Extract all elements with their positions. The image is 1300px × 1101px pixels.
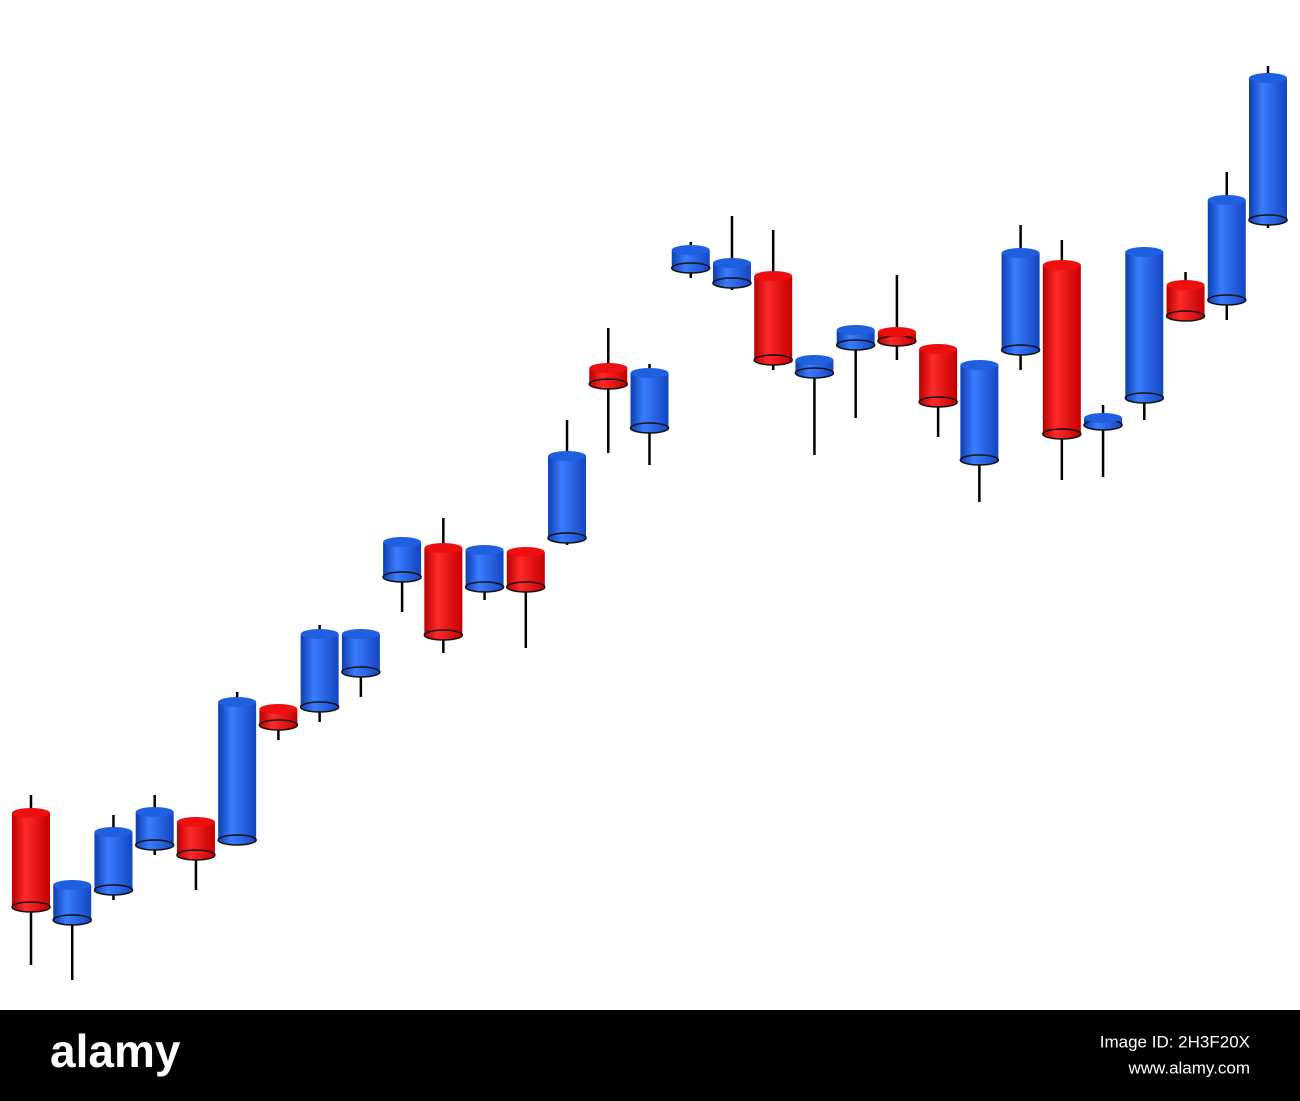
candle-body xyxy=(1249,78,1287,220)
candle-cap xyxy=(1166,280,1205,290)
candle-cap xyxy=(1207,195,1246,205)
candle-body xyxy=(506,552,545,587)
candle-body xyxy=(341,634,380,672)
candle-cap xyxy=(795,355,834,365)
candle-base xyxy=(382,571,422,583)
candle-base xyxy=(1000,344,1041,356)
candle-body xyxy=(465,550,504,587)
candle-base xyxy=(753,354,793,366)
candle-cap xyxy=(712,258,751,268)
candle-base xyxy=(11,901,51,913)
candle-body xyxy=(383,542,422,577)
candle-base xyxy=(299,701,340,713)
candle-cap xyxy=(589,363,628,373)
candle-base xyxy=(464,581,505,593)
candle-base xyxy=(588,378,629,390)
candle-cap xyxy=(135,807,174,817)
candle-body xyxy=(53,885,92,920)
candle-base xyxy=(877,335,917,347)
candle-base xyxy=(918,396,958,408)
candle-base xyxy=(1042,428,1082,440)
candle-cap xyxy=(1084,413,1123,423)
candle-base xyxy=(670,262,711,274)
candle-base xyxy=(134,839,175,851)
candle-cap xyxy=(218,697,257,707)
footer-logo: alamy xyxy=(50,1025,181,1077)
candle-body xyxy=(424,548,463,635)
candle-cap xyxy=(754,271,793,281)
candle-cap xyxy=(465,545,504,555)
candle-cap xyxy=(919,344,958,354)
candle-base xyxy=(258,719,299,731)
candle-base xyxy=(52,914,92,926)
candle-base xyxy=(176,849,216,861)
candle-body xyxy=(630,373,669,428)
candle-body xyxy=(1207,200,1246,300)
candle-body xyxy=(1125,252,1164,398)
candle-cap xyxy=(836,325,875,335)
candle-cap xyxy=(960,360,999,370)
candle-cap xyxy=(383,537,422,547)
candle-base xyxy=(712,277,752,289)
candle-cap xyxy=(176,817,215,827)
candle-base xyxy=(1165,310,1206,322)
candle-base xyxy=(1248,214,1288,226)
candle-cap xyxy=(506,547,545,557)
candle-body xyxy=(960,365,999,460)
candle-base xyxy=(629,422,670,434)
candle-base xyxy=(794,367,835,379)
candle-body xyxy=(300,634,339,707)
candle-body xyxy=(12,813,50,907)
candle-base xyxy=(506,581,546,593)
candle-base xyxy=(341,666,381,678)
candle-cap xyxy=(1125,247,1164,257)
candle-body xyxy=(1001,253,1040,350)
candle-body xyxy=(1042,265,1081,434)
candle-cap xyxy=(12,808,50,818)
candle-cap xyxy=(53,880,92,890)
candle-body xyxy=(919,349,958,402)
candle-base xyxy=(959,454,1000,466)
candle-cap xyxy=(1001,248,1040,258)
candle-body xyxy=(94,832,133,890)
candle-body xyxy=(218,702,257,840)
candle-cap xyxy=(424,543,463,553)
candle-base xyxy=(217,834,257,846)
candle-base xyxy=(93,884,134,896)
candle-base xyxy=(835,339,876,351)
candle-cap xyxy=(1042,260,1081,270)
candle-cap xyxy=(94,827,133,837)
plot-background xyxy=(0,0,1300,1010)
candle-base xyxy=(1124,392,1165,404)
candle-body xyxy=(754,276,793,360)
candle-cap xyxy=(341,629,380,639)
candle-cap xyxy=(548,451,587,461)
footer-bar xyxy=(0,1010,1300,1101)
candles xyxy=(11,66,1288,980)
candle-cap xyxy=(671,245,710,255)
footer-url: www.alamy.com xyxy=(1127,1058,1250,1077)
candle-cap xyxy=(300,629,339,639)
candle-base xyxy=(1207,294,1247,306)
candle-cap xyxy=(877,327,916,337)
footer-image-id: Image ID: 2H3F20X xyxy=(1100,1032,1250,1051)
candle-cap xyxy=(630,368,669,378)
candle-base xyxy=(423,629,464,641)
candle-cap xyxy=(1249,73,1287,83)
candle-body xyxy=(548,456,587,538)
candle-base xyxy=(547,532,587,544)
candle-cap xyxy=(259,704,298,714)
